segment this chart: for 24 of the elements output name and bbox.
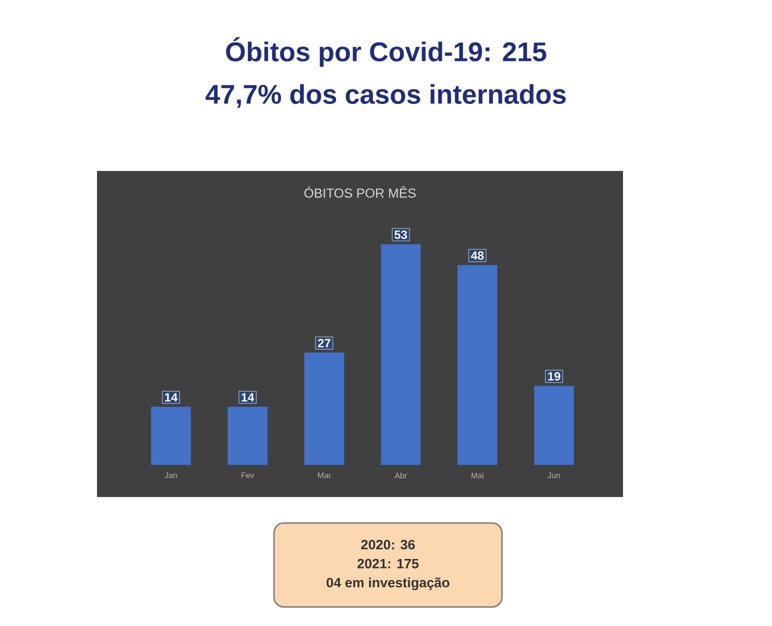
- bar: [534, 386, 574, 466]
- x-tick-label: Fev: [242, 472, 254, 478]
- chart-title: Óbitos por Covid-19: 215: [226, 37, 546, 67]
- text: 04 em investigação: [326, 577, 450, 590]
- data-label: 48: [470, 251, 484, 260]
- text: 2021: 175: [357, 558, 419, 568]
- x-tick-label: Jun: [548, 472, 560, 478]
- bar: [227, 406, 268, 466]
- text: 2020: 36: [361, 540, 415, 550]
- text: ÓBITOS POR MÊS: [304, 186, 416, 198]
- bar: [380, 244, 422, 466]
- bar: [150, 406, 192, 466]
- data-label: 14: [242, 393, 254, 402]
- x-tick-label: Mai: [472, 472, 484, 478]
- bar: [457, 264, 498, 466]
- x-tick-label: Mar: [318, 472, 331, 478]
- chart-subtitle: 47,7% dos casos internados: [206, 84, 566, 108]
- data-label: 27: [318, 338, 330, 348]
- data-label: 53: [394, 230, 408, 239]
- x-tick-label: Abr: [394, 472, 407, 478]
- data-label: 19: [548, 372, 560, 381]
- x-tick-label: Jan: [164, 472, 177, 478]
- data-label: 14: [165, 393, 178, 402]
- bar: [304, 352, 344, 466]
